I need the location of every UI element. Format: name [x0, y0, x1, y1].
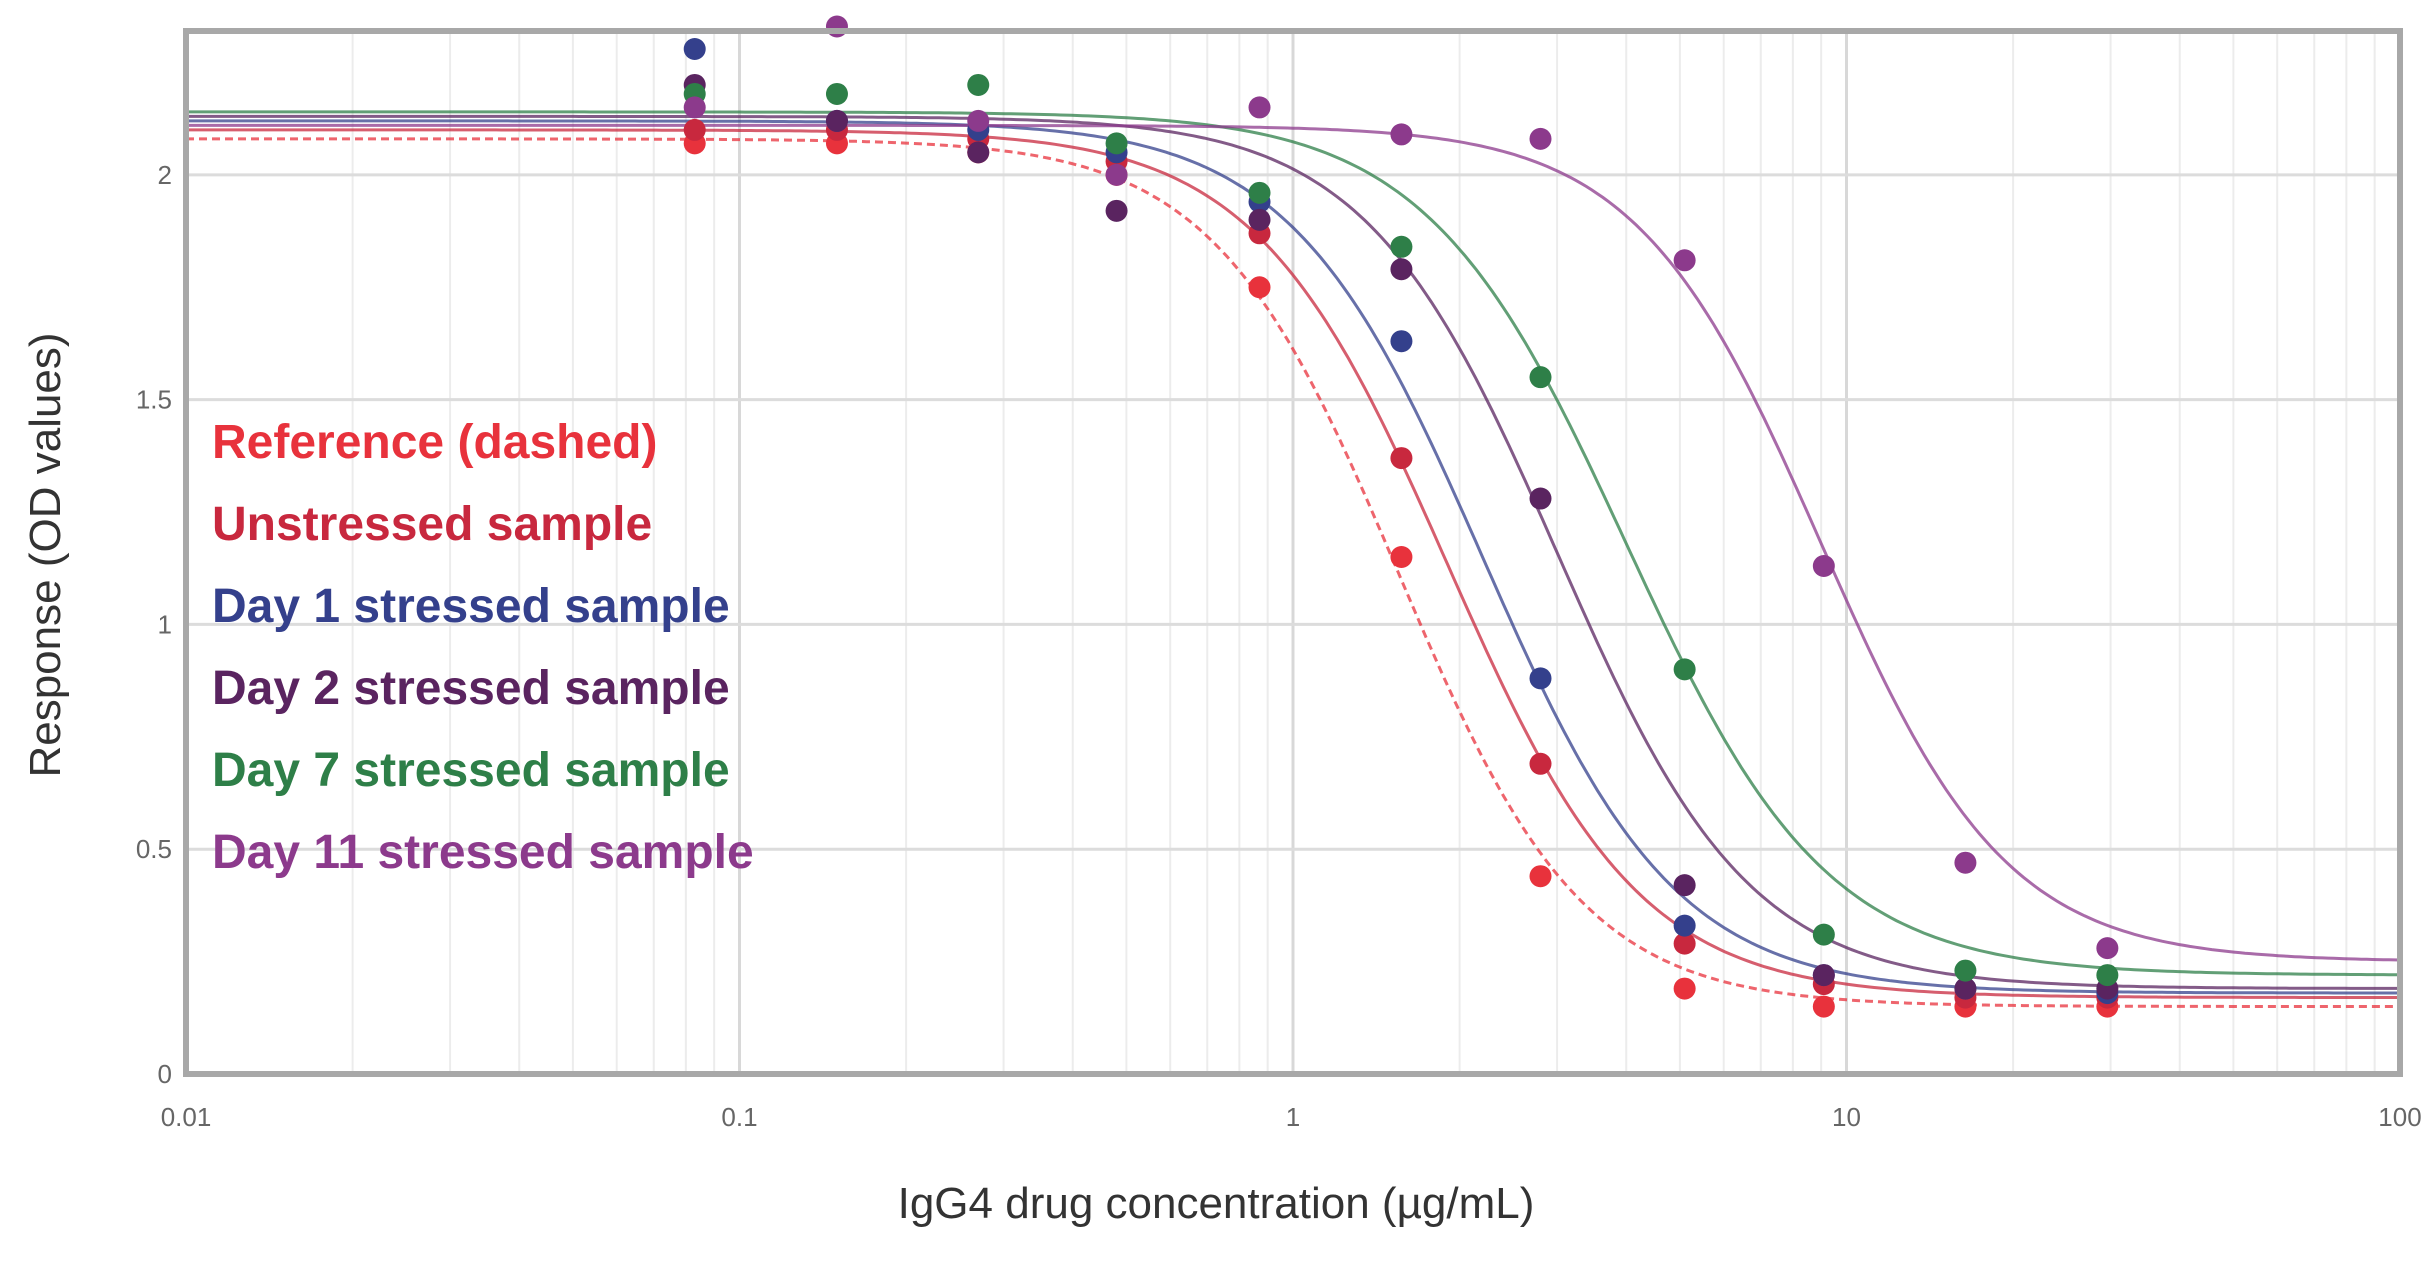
data-point: [967, 141, 990, 164]
legend-entry: Day 2 stressed sample: [212, 662, 730, 715]
data-point: [1390, 123, 1413, 146]
data-point: [1812, 554, 1835, 577]
data-point: [1105, 199, 1128, 222]
data-point: [1529, 127, 1552, 150]
data-point: [683, 37, 706, 60]
data-point: [1105, 132, 1128, 155]
data-point: [825, 109, 848, 132]
data-point: [1529, 752, 1552, 775]
data-point: [1673, 977, 1696, 1000]
data-point: [1673, 874, 1696, 897]
data-point: [1529, 366, 1552, 389]
data-point: [1673, 658, 1696, 681]
fit-curve-3: [186, 119, 2400, 995]
x-tick-labels: 0.01 0.1 1 10 100: [161, 1102, 2422, 1132]
fit-curve-5: [186, 110, 2400, 977]
plot-frame: [183, 28, 2403, 1077]
legend-entry: Day 1 stressed sample: [212, 580, 730, 633]
data-point: [1248, 208, 1271, 231]
data-point: [1812, 964, 1835, 987]
x-tick-label: 0.1: [721, 1102, 757, 1132]
data-point: [825, 82, 848, 105]
y-tick-label: 0: [158, 1059, 172, 1089]
y-tick-label: 1.5: [136, 385, 172, 415]
data-point: [1954, 959, 1977, 982]
legend: Reference (dashed) Unstressed sample Day 1…: [212, 416, 754, 879]
data-point: [1390, 330, 1413, 353]
data-point: [1954, 977, 1977, 1000]
data-point: [683, 118, 706, 141]
data-point: [2096, 964, 2119, 987]
y-tick-label: 1: [158, 609, 172, 639]
grid: [184, 31, 2400, 1074]
data-point: [1390, 235, 1413, 258]
fit-curve-1: [186, 137, 2400, 1008]
legend-entry: Day 7 stressed sample: [212, 744, 730, 797]
data-point: [825, 15, 848, 38]
data-point: [967, 109, 990, 132]
fit-curve-2: [186, 128, 2400, 999]
legend-entry: Unstressed sample: [212, 498, 652, 551]
y-axis-title: Response (OD values): [21, 332, 70, 777]
data-point: [1248, 276, 1271, 299]
data-point: [1673, 249, 1696, 272]
legend-entry: Day 11 stressed sample: [212, 826, 754, 879]
x-tick-label: 1: [1286, 1102, 1300, 1132]
data-point: [2096, 937, 2119, 960]
y-tick-label: 0.5: [136, 834, 172, 864]
x-tick-label: 10: [1832, 1102, 1861, 1132]
data-point: [683, 96, 706, 119]
data-point: [1812, 995, 1835, 1018]
data-point: [967, 73, 990, 96]
legend-entry: Reference (dashed): [212, 416, 657, 469]
data-point: [1248, 96, 1271, 119]
data-point: [1105, 163, 1128, 186]
x-tick-label: 100: [2378, 1102, 2421, 1132]
fit-curve-4: [186, 114, 2400, 990]
data-point: [1954, 851, 1977, 874]
data-point: [1529, 667, 1552, 690]
x-tick-label: 0.01: [161, 1102, 212, 1132]
data-point: [1673, 932, 1696, 955]
data-point: [1529, 487, 1552, 510]
data-point: [1390, 447, 1413, 470]
fit-curves: [186, 110, 2401, 1008]
y-tick-labels: 0 0.5 1 1.5 2: [136, 160, 172, 1089]
data-point: [1390, 258, 1413, 281]
data-point: [1390, 545, 1413, 568]
x-axis-title: IgG4 drug concentration (µg/mL): [898, 1179, 1535, 1228]
data-point: [1673, 914, 1696, 937]
data-point: [1248, 181, 1271, 204]
data-point: [1812, 923, 1835, 946]
fit-curve-6: [186, 123, 2401, 962]
data-point: [1529, 865, 1552, 888]
data-points: [683, 15, 2119, 1018]
y-tick-label: 2: [158, 160, 172, 190]
